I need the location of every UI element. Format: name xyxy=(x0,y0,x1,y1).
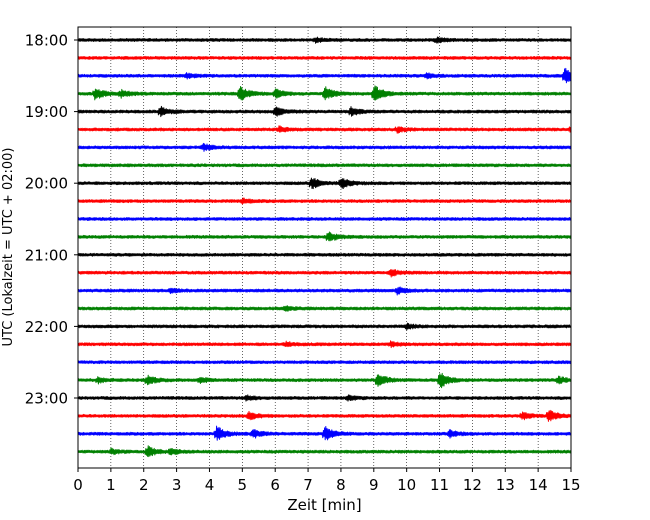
x-tick-label: 11 xyxy=(430,476,449,494)
y-ticks: 18:00 19:00 20:00 21:00 22:00 23:00 xyxy=(25,32,78,408)
x-axis-title: Zeit [min] xyxy=(287,496,361,514)
trace-line xyxy=(77,85,572,101)
trace-line xyxy=(77,425,572,441)
trace-line xyxy=(77,36,572,44)
x-tick-label: 7 xyxy=(303,476,313,494)
x-tick-label: 3 xyxy=(172,476,182,494)
y-tick-label: 21:00 xyxy=(25,246,68,264)
trace-line xyxy=(77,177,572,190)
x-tick-label: 2 xyxy=(139,476,149,494)
trace-line xyxy=(77,197,572,205)
x-tick-label: 13 xyxy=(496,476,515,494)
trace-line xyxy=(77,55,572,60)
trace-line xyxy=(77,67,572,84)
y-axis-title: UTC (Lokalzeit = UTC + 02:00) xyxy=(1,148,16,347)
x-tick-label: 0 xyxy=(73,476,83,494)
x-ticks: 0 1 2 3 4 5 6 7 8 9 10 11 12 13 14 15 xyxy=(73,468,581,494)
x-tick-label: 12 xyxy=(463,476,482,494)
y-tick-label: 19:00 xyxy=(25,103,68,121)
trace-line xyxy=(77,125,572,134)
x-tick-label: 15 xyxy=(561,476,580,494)
y-tick-label: 22:00 xyxy=(25,318,68,336)
x-tick-label: 9 xyxy=(369,476,379,494)
x-tick-label: 4 xyxy=(205,476,215,494)
trace-line xyxy=(77,322,572,331)
trace-line xyxy=(77,105,572,118)
x-tick-label: 14 xyxy=(529,476,548,494)
trace-line xyxy=(77,445,572,458)
trace-line xyxy=(77,142,572,152)
trace-line xyxy=(77,286,572,296)
trace-line xyxy=(77,269,572,278)
x-tick-label: 6 xyxy=(270,476,280,494)
x-tick-label: 8 xyxy=(336,476,346,494)
x-tick-label: 1 xyxy=(106,476,116,494)
trace-line xyxy=(77,231,572,242)
trace-line xyxy=(77,394,572,402)
trace-line xyxy=(77,305,572,312)
x-tick-label: 5 xyxy=(238,476,248,494)
trace-line xyxy=(77,360,572,365)
trace-group xyxy=(77,36,572,458)
trace-line xyxy=(77,372,572,389)
trace-line xyxy=(77,217,572,221)
plot-frame xyxy=(77,26,572,469)
trace-line xyxy=(77,340,572,349)
y-tick-label: 18:00 xyxy=(25,32,68,50)
trace-line xyxy=(77,409,572,422)
y-tick-label: 20:00 xyxy=(25,175,68,193)
trace-line xyxy=(77,163,572,168)
y-tick-label: 23:00 xyxy=(25,390,68,408)
trace-line xyxy=(77,252,572,257)
x-tick-label: 10 xyxy=(397,476,416,494)
